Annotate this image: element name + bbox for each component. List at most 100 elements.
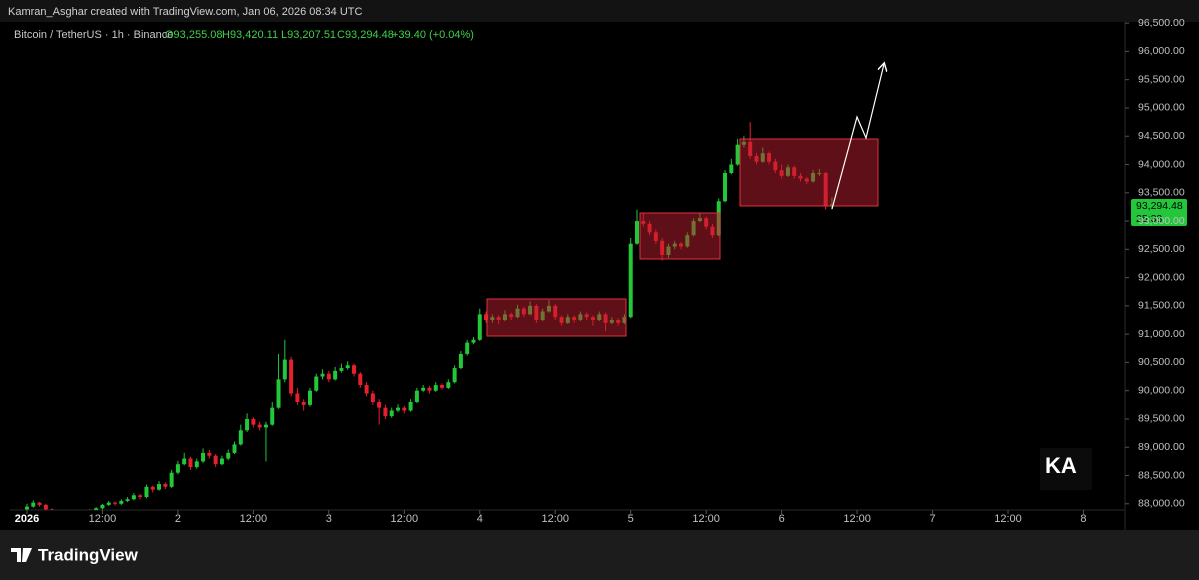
y-tick-label: 94,000.00 [1138, 158, 1185, 170]
candle-body [465, 342, 470, 354]
drawings [486, 64, 884, 337]
y-tick-label: 90,500.00 [1138, 356, 1185, 368]
candle-body [276, 379, 281, 408]
x-tick-label: 3 [326, 513, 332, 525]
candle-body [402, 407, 407, 411]
y-tick-label: 88,500.00 [1138, 469, 1185, 481]
candle-body [106, 502, 111, 505]
candle-body [226, 452, 231, 459]
candle-body [735, 144, 740, 165]
candle-body [345, 365, 350, 369]
candle-body [207, 452, 212, 456]
y-tick-label: 92,500.00 [1138, 243, 1185, 255]
candle-body [31, 502, 36, 507]
candle-body [446, 382, 451, 388]
y-tick-label: 95,500.00 [1138, 73, 1185, 85]
candle-body [458, 353, 463, 369]
candle-body [100, 504, 105, 509]
top-bar [0, 0, 1199, 22]
x-tick-label: 7 [930, 513, 936, 525]
candle-body [421, 387, 426, 391]
candle-body [471, 339, 476, 343]
y-tick-label: 89,000.00 [1138, 441, 1185, 453]
y-tick-label: 91,500.00 [1138, 300, 1185, 312]
y-tick-label: 93,000.00 [1138, 215, 1185, 227]
candle-body [295, 393, 300, 402]
candle-body [232, 444, 237, 453]
candle-body [364, 385, 369, 394]
ohlc-high: H93,420.11 [222, 29, 278, 41]
x-tick-label: 2026 [15, 513, 39, 525]
candle-body [314, 376, 319, 391]
range-box [486, 298, 627, 337]
ohlc-close: C93,294.48 [337, 29, 394, 41]
candle-body [301, 401, 306, 405]
price-tag-timer: 25:33 [1136, 213, 1162, 225]
candle-body [245, 418, 250, 431]
candle-body [119, 500, 124, 504]
candle-body [320, 373, 325, 377]
y-tick-label: 91,000.00 [1138, 328, 1185, 340]
candle-body [188, 458, 193, 468]
price-tag-value: 93,294.48 [1136, 200, 1183, 212]
candle-body [213, 455, 218, 465]
x-tick-label: 5 [628, 513, 634, 525]
candle-body [219, 458, 224, 465]
ohlc-change: +39.40 (+0.04%) [392, 29, 474, 41]
y-tick-label: 90,000.00 [1138, 384, 1185, 396]
x-tick-label: 12:00 [994, 513, 1022, 525]
candle-body [169, 472, 174, 487]
watermark-box [1040, 448, 1092, 490]
x-tick-label: 12:00 [843, 513, 871, 525]
candle-body [307, 390, 312, 405]
y-tick-label: 96,500.00 [1138, 17, 1185, 29]
ohlc-low: L93,207.51 [281, 29, 336, 41]
candle-body [389, 410, 394, 417]
y-tick-label: 92,000.00 [1138, 271, 1185, 283]
candle-body [194, 461, 199, 468]
candle-body [477, 314, 482, 340]
price-tag [1131, 199, 1187, 226]
y-tick-label: 96,000.00 [1138, 45, 1185, 57]
candle-body [358, 373, 363, 386]
candle-body [182, 458, 187, 465]
candle-body [351, 365, 356, 374]
candle-body [144, 486, 149, 497]
candle-body [414, 390, 419, 402]
candle-body [729, 164, 734, 173]
candle-body [238, 430, 243, 445]
candle-body [383, 407, 388, 417]
candle-body [370, 393, 375, 402]
candle-body [484, 314, 489, 321]
candle-body [333, 370, 338, 380]
candle-body [94, 508, 99, 510]
candle-body [433, 385, 438, 391]
candle-body [125, 499, 130, 501]
candle-body [201, 452, 206, 462]
candle-body [270, 407, 275, 425]
candle-body [138, 495, 143, 497]
candle-body [289, 359, 294, 394]
candle-body [251, 418, 256, 425]
candle-body [377, 401, 382, 408]
footer [0, 530, 1199, 580]
candle-body [50, 509, 55, 510]
y-tick-label: 88,000.00 [1138, 498, 1185, 510]
candle-body [326, 373, 331, 380]
y-tick-label: 94,500.00 [1138, 130, 1185, 142]
candle-body [257, 424, 262, 428]
candle-body [175, 464, 180, 473]
range-box [739, 138, 879, 207]
x-tick-label: 6 [779, 513, 785, 525]
candle-body [131, 495, 136, 500]
candle-body [282, 359, 287, 380]
y-tick-label: 93,500.00 [1138, 187, 1185, 199]
y-tick-label: 89,500.00 [1138, 413, 1185, 425]
x-tick-label: 12:00 [391, 513, 419, 525]
ohlc-open: O93,255.08 [165, 29, 223, 41]
candle-body [113, 502, 118, 504]
x-tick-label: 8 [1080, 513, 1086, 525]
candle-body [157, 483, 162, 490]
